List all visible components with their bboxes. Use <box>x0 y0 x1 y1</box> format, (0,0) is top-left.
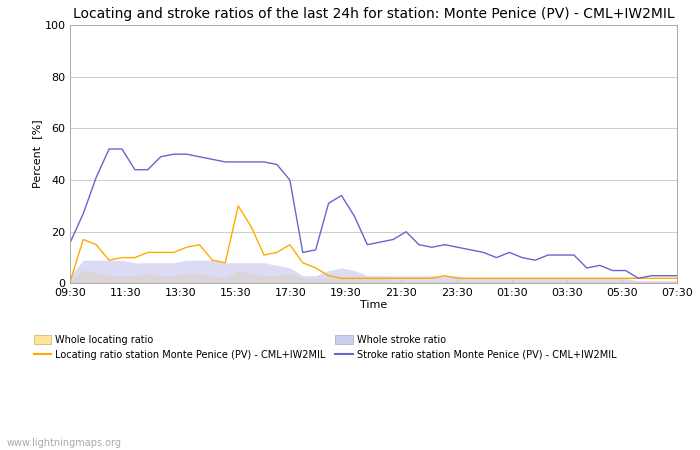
Y-axis label: Percent  [%]: Percent [%] <box>32 120 42 189</box>
Legend: Whole locating ratio, Locating ratio station Monte Penice (PV) - CML+IW2MIL, Who: Whole locating ratio, Locating ratio sta… <box>34 335 617 360</box>
Text: www.lightningmaps.org: www.lightningmaps.org <box>7 438 122 448</box>
X-axis label: Time: Time <box>360 300 387 310</box>
Title: Locating and stroke ratios of the last 24h for station: Monte Penice (PV) - CML+: Locating and stroke ratios of the last 2… <box>73 7 675 21</box>
